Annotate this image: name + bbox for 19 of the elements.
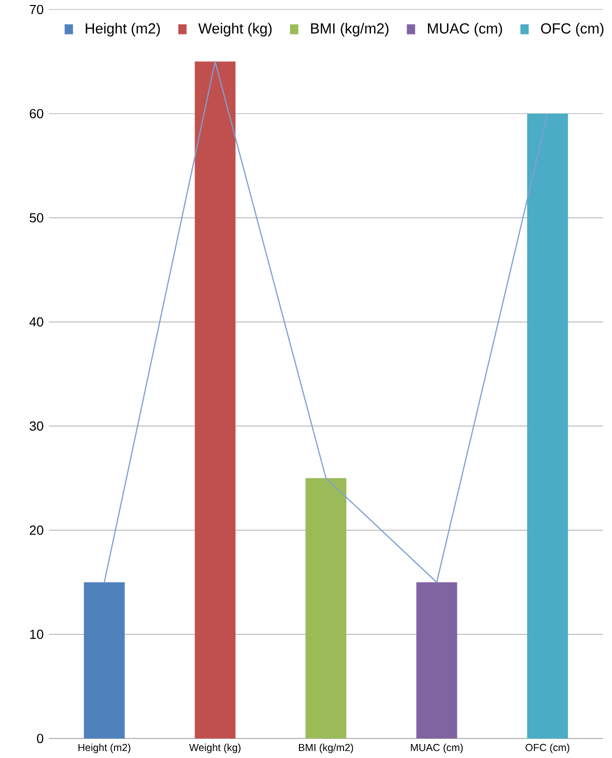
y-tick-label: 60 [30,108,44,118]
x-tick-label: BMI (kg/m2) [299,744,354,754]
y-tick-label: 10 [30,630,44,639]
legend-label: BMI (kg/m2) [311,22,389,36]
y-tick-label: 0 [37,734,44,744]
y-tick-label: 50 [30,213,44,222]
x-tick-label: Height (m2) [78,744,130,754]
legend-label: MUAC (cm) [428,22,502,36]
y-tick-label: 70 [30,4,44,14]
x-tick-label: Weight (kg) [189,744,241,754]
y-tick-label: 20 [30,526,44,535]
y-tick-label: 40 [30,317,44,327]
line-series [104,60,548,583]
y-tick-label: 30 [30,421,44,431]
x-tick-label: OFC (cm) [526,744,570,754]
legend-label: OFC (cm) [541,22,604,36]
legend-label: Height (m2) [86,22,160,36]
legend-label: Weight (kg) [198,22,272,36]
x-tick-label: MUAC (cm) [411,744,463,754]
